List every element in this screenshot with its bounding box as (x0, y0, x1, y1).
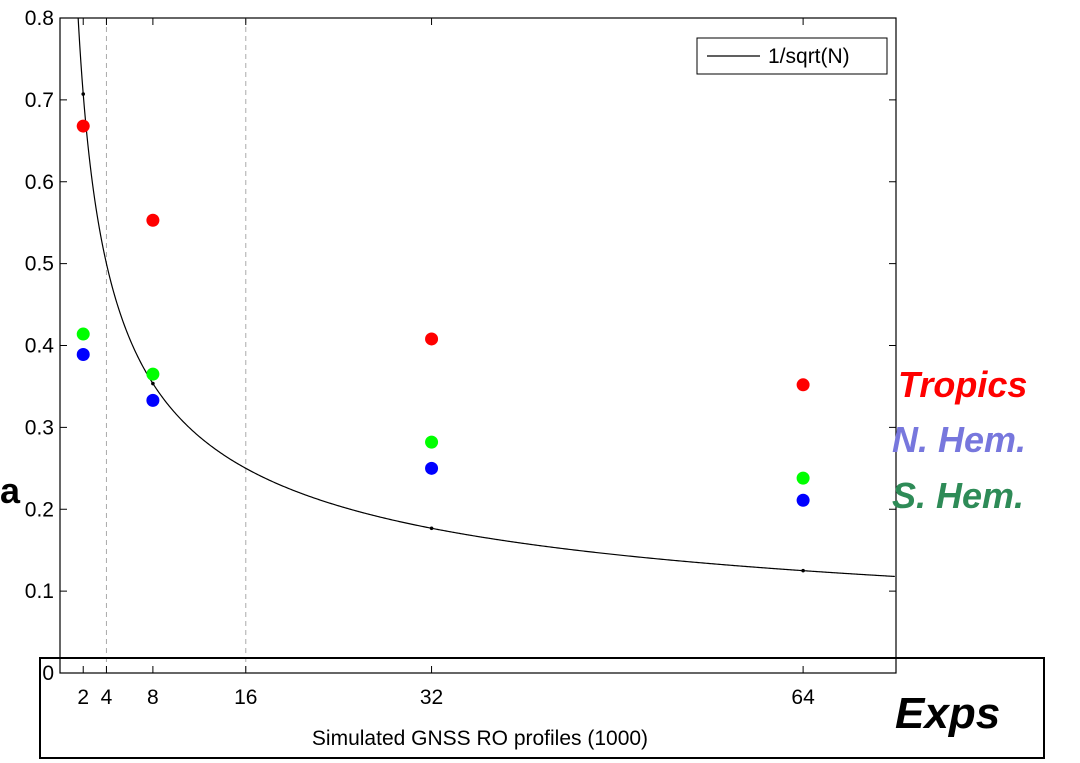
legend: 1/sqrt(N) (696, 37, 888, 75)
point-shem-3 (796, 471, 810, 485)
point-shem-1 (146, 367, 160, 381)
side-letter: a (0, 470, 21, 511)
y-tick-label-5: 0.5 (25, 253, 54, 276)
x-tick-label-5: 64 (791, 686, 815, 709)
point-tropics-0 (76, 119, 90, 133)
y-tick-label-7: 0.7 (25, 89, 54, 112)
plot-layer: 0 0.1 0.2 0.3 0.4 0.5 0.6 0.7 0.8 2 4 8 16 32 64 (25, 7, 897, 709)
curve-marker-1 (151, 381, 155, 386)
point-nhem-3 (796, 493, 810, 507)
x-axis-label: Simulated GNSS RO profiles (1000) (312, 727, 648, 750)
x-tick-label-2: 8 (147, 686, 159, 709)
shem-annotation: S. Hem. (892, 475, 1024, 516)
plot-frame (59, 17, 897, 674)
x-tick-label-4: 32 (420, 686, 443, 709)
y-tick-label-3: 0.3 (25, 416, 54, 439)
x-tick-label-3: 16 (234, 686, 257, 709)
legend-entry: 1/sqrt(N) (768, 45, 850, 68)
point-shem-0 (76, 327, 90, 341)
y-tick-label-2: 0.2 (25, 498, 54, 521)
x-tick-label-0: 2 (77, 686, 89, 709)
curve-marker-3 (801, 568, 805, 573)
point-nhem-2 (425, 461, 439, 475)
point-nhem-1 (146, 393, 160, 407)
point-shem-2 (425, 435, 439, 449)
exps-label: Exps (895, 689, 1000, 738)
tropics-annotation: Tropics (898, 364, 1027, 405)
x-tick-label-1: 4 (101, 686, 113, 709)
curve-marker-2 (429, 526, 434, 531)
nhem-annotation: N. Hem. (892, 419, 1026, 460)
point-nhem-0 (76, 348, 90, 362)
point-tropics-3 (796, 378, 810, 392)
point-tropics-1 (146, 213, 160, 227)
y-tick-label-6: 0.6 (25, 171, 54, 194)
y-tick-label-8: 0.8 (25, 7, 54, 30)
y-tick-label-1: 0.1 (25, 580, 54, 603)
y-tick-label-0: 0 (42, 662, 54, 685)
y-tick-label-4: 0.4 (25, 335, 55, 358)
curve-marker-0 (81, 92, 86, 96)
bottom-frame (39, 657, 1045, 759)
point-tropics-2 (425, 332, 439, 346)
curve-line (77, 18, 895, 578)
